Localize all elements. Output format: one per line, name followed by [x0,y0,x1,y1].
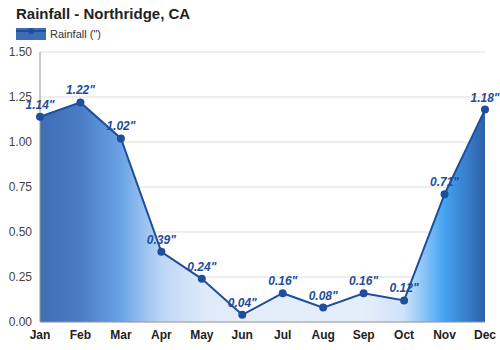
svg-text:Apr: Apr [151,328,172,342]
html-text:Rainfall ("): Rainfall (") [50,28,101,40]
svg-text:1.25: 1.25 [8,90,32,105]
svg-text:May: May [190,328,214,342]
svg-text:Jun: Jun [232,328,253,342]
html-text:Rainfall - Northridge, CA: Rainfall - Northridge, CA [16,5,191,22]
svg-text:Mar: Mar [110,328,132,342]
svg-text:0.08": 0.08" [309,289,338,303]
svg-text:Jan: Jan [30,328,51,342]
svg-text:0.50: 0.50 [9,225,33,239]
svg-text:0.04": 0.04" [228,296,257,310]
svg-text:Feb: Feb [70,328,91,342]
svg-text:1.18": 1.18" [470,91,492,105]
svg-text:0.39": 0.39" [147,233,176,247]
svg-text:1.00: 1.00 [9,135,33,149]
svg-text:1.50: 1.50 [9,45,33,59]
svg-text:Dec: Dec [474,328,492,342]
svg-text:Aug: Aug [312,328,335,342]
svg-text:0.16": 0.16" [268,274,297,288]
svg-text:0.24": 0.24" [187,260,216,274]
svg-text:0.00: 0.00 [9,315,33,329]
svg-text:0.16": 0.16" [349,274,378,288]
svg-text:1.22": 1.22" [66,83,95,97]
svg-text:Oct: Oct [394,328,414,342]
svg-text:0.75: 0.75 [9,180,33,194]
svg-text:0.25: 0.25 [9,270,33,284]
svg-text:Jul: Jul [274,328,291,342]
svg-text:1.02": 1.02" [106,119,135,133]
svg-text:1.14": 1.14" [25,98,54,112]
svg-text:Sep: Sep [353,328,375,342]
svg-text:0.12": 0.12" [390,281,419,295]
svg-text:0.71": 0.71" [430,175,459,189]
svg-text:Nov: Nov [433,328,456,342]
